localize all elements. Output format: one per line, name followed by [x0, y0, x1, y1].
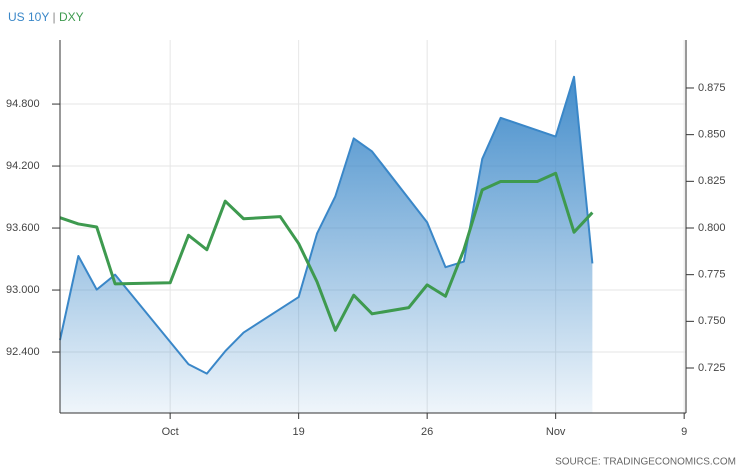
x-tick-label: 9: [681, 426, 687, 438]
legend-separator: |: [49, 10, 59, 24]
area: [60, 76, 593, 413]
y-tick-label: 93.000: [6, 284, 40, 296]
y2-tick-label: 0.775: [698, 269, 726, 281]
y-tick-label: 94.200: [6, 160, 40, 172]
y2-tick-label: 0.725: [698, 362, 726, 374]
y-tick-label: 92.400: [6, 346, 40, 358]
legend: US 10Y | DXY: [8, 10, 84, 24]
x-tick-label: 19: [293, 426, 305, 438]
series-line: [59, 75, 594, 375]
y2-tick-label: 0.750: [698, 315, 726, 327]
x-tick-label: Oct: [162, 426, 179, 438]
series-line: [59, 171, 594, 332]
y2-tick-label: 0.825: [698, 175, 726, 187]
source: SOURCE: TRADINGECONOMICS.COM: [555, 457, 736, 468]
x-tick-label: 26: [421, 426, 433, 438]
y-tick-label: 94.800: [6, 98, 40, 110]
y2-tick-label: 0.850: [698, 129, 726, 141]
legend-entry: US 10Y: [8, 10, 50, 24]
legend-entry: DXY: [58, 10, 84, 24]
x-tick-label: Nov: [546, 426, 566, 438]
y2-tick-label: 0.800: [698, 222, 726, 234]
y2-tick-label: 0.875: [698, 82, 726, 94]
y-tick-label: 93.600: [6, 222, 40, 234]
